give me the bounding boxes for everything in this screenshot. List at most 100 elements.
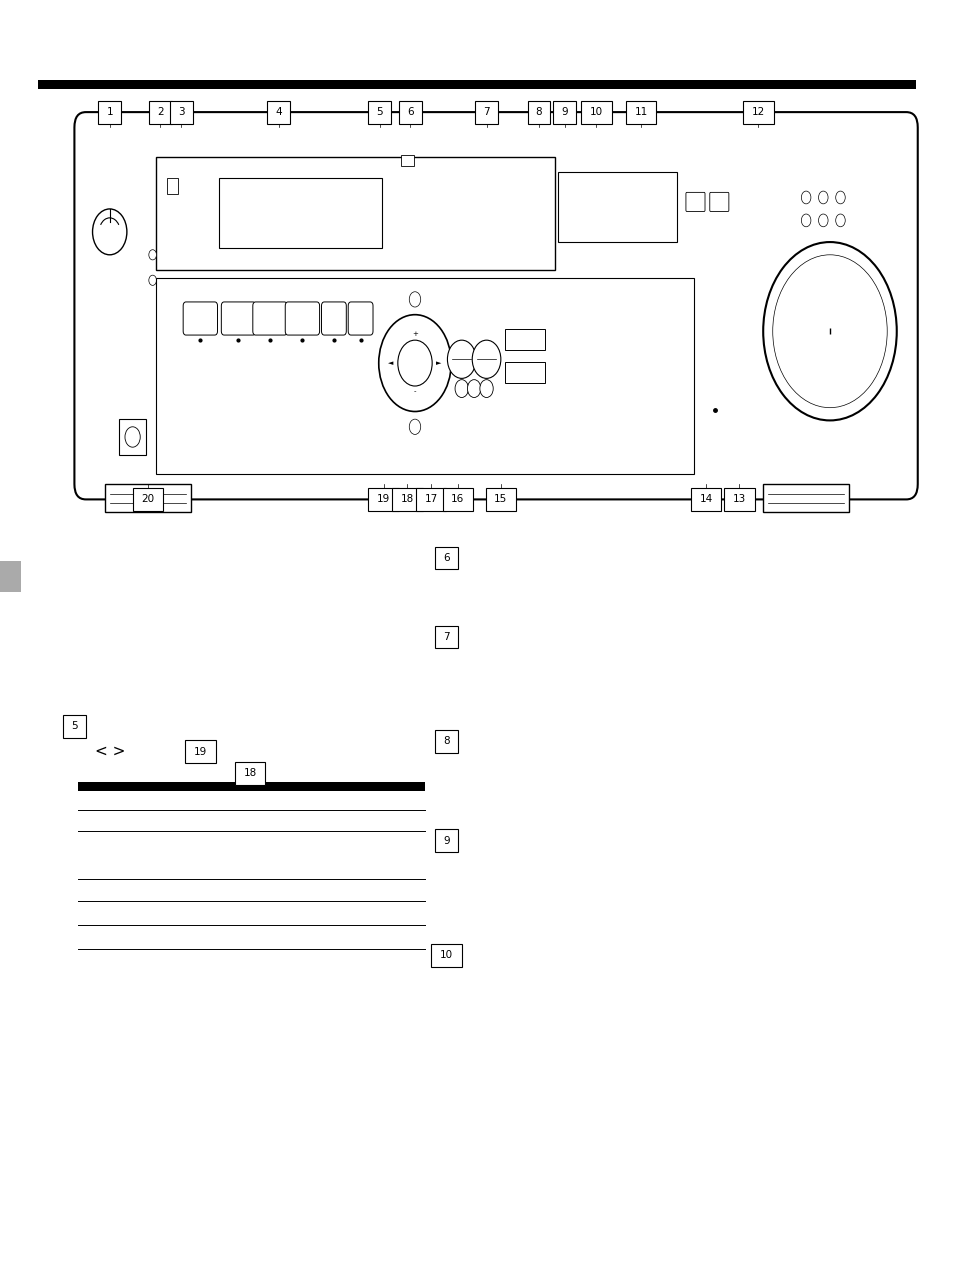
Circle shape <box>455 380 468 397</box>
Circle shape <box>835 191 844 204</box>
Text: 3: 3 <box>178 107 184 117</box>
Bar <box>38 80 915 89</box>
Text: 9: 9 <box>561 107 567 117</box>
Circle shape <box>149 250 156 260</box>
Text: 6: 6 <box>407 107 413 117</box>
FancyBboxPatch shape <box>435 547 457 569</box>
Text: 18: 18 <box>400 494 414 505</box>
Text: 5: 5 <box>376 107 382 117</box>
FancyBboxPatch shape <box>435 626 457 648</box>
FancyBboxPatch shape <box>267 101 290 124</box>
FancyBboxPatch shape <box>723 488 754 511</box>
Text: ►: ► <box>436 361 441 366</box>
FancyBboxPatch shape <box>485 488 516 511</box>
Circle shape <box>409 419 420 434</box>
FancyBboxPatch shape <box>285 302 319 335</box>
Circle shape <box>92 209 127 255</box>
Circle shape <box>472 340 500 378</box>
Text: 20: 20 <box>141 494 154 505</box>
FancyBboxPatch shape <box>709 192 728 211</box>
FancyBboxPatch shape <box>504 329 544 350</box>
Bar <box>400 155 414 166</box>
Bar <box>219 178 381 248</box>
FancyBboxPatch shape <box>321 302 346 335</box>
FancyBboxPatch shape <box>690 488 720 511</box>
FancyBboxPatch shape <box>183 302 217 335</box>
Bar <box>119 419 146 455</box>
Bar <box>105 484 191 512</box>
FancyBboxPatch shape <box>63 715 86 738</box>
Text: 15: 15 <box>494 494 507 505</box>
FancyBboxPatch shape <box>132 488 163 511</box>
Bar <box>167 178 178 194</box>
Circle shape <box>467 380 480 397</box>
FancyBboxPatch shape <box>74 112 917 499</box>
Circle shape <box>378 315 451 412</box>
Circle shape <box>409 292 420 307</box>
Text: 19: 19 <box>376 494 390 505</box>
FancyBboxPatch shape <box>442 488 473 511</box>
FancyBboxPatch shape <box>392 488 422 511</box>
Text: 7: 7 <box>443 632 449 642</box>
Circle shape <box>835 214 844 227</box>
Circle shape <box>801 214 810 227</box>
Text: ◄: ◄ <box>388 361 394 366</box>
Text: 14: 14 <box>699 494 712 505</box>
FancyBboxPatch shape <box>553 101 576 124</box>
FancyBboxPatch shape <box>504 362 544 383</box>
FancyBboxPatch shape <box>435 829 457 852</box>
FancyBboxPatch shape <box>170 101 193 124</box>
FancyBboxPatch shape <box>185 740 215 763</box>
FancyBboxPatch shape <box>398 101 421 124</box>
Text: -: - <box>414 389 416 394</box>
FancyBboxPatch shape <box>348 302 373 335</box>
FancyBboxPatch shape <box>527 101 550 124</box>
Text: 12: 12 <box>751 107 764 117</box>
FancyBboxPatch shape <box>431 944 461 967</box>
Circle shape <box>479 380 493 397</box>
Circle shape <box>772 255 886 408</box>
FancyBboxPatch shape <box>368 488 398 511</box>
FancyBboxPatch shape <box>435 730 457 753</box>
Text: 5: 5 <box>71 721 77 731</box>
Circle shape <box>762 242 896 420</box>
FancyBboxPatch shape <box>580 101 611 124</box>
Text: 7: 7 <box>483 107 489 117</box>
Text: < >: < > <box>95 744 126 759</box>
Bar <box>762 484 848 512</box>
FancyBboxPatch shape <box>149 101 172 124</box>
FancyBboxPatch shape <box>234 762 265 785</box>
Text: 17: 17 <box>424 494 437 505</box>
Text: 13: 13 <box>732 494 745 505</box>
FancyBboxPatch shape <box>221 302 255 335</box>
Bar <box>78 782 424 791</box>
Text: 8: 8 <box>443 736 449 747</box>
Circle shape <box>818 214 827 227</box>
Text: 8: 8 <box>536 107 541 117</box>
Bar <box>0 561 21 592</box>
Text: 9: 9 <box>443 836 449 846</box>
Text: +: + <box>412 331 417 336</box>
Text: 10: 10 <box>439 950 453 961</box>
FancyBboxPatch shape <box>416 488 446 511</box>
Text: 1: 1 <box>107 107 112 117</box>
FancyBboxPatch shape <box>475 101 497 124</box>
Circle shape <box>818 191 827 204</box>
Bar <box>558 172 677 242</box>
Text: 16: 16 <box>451 494 464 505</box>
FancyBboxPatch shape <box>742 101 773 124</box>
FancyBboxPatch shape <box>155 278 693 474</box>
Text: 6: 6 <box>443 553 449 563</box>
Circle shape <box>397 340 432 386</box>
FancyBboxPatch shape <box>98 101 121 124</box>
Text: 4: 4 <box>275 107 281 117</box>
Circle shape <box>125 427 140 447</box>
Text: 19: 19 <box>193 747 207 757</box>
Circle shape <box>447 340 476 378</box>
Text: 18: 18 <box>243 768 256 778</box>
FancyBboxPatch shape <box>253 302 287 335</box>
Text: 10: 10 <box>589 107 602 117</box>
Text: 11: 11 <box>634 107 647 117</box>
FancyBboxPatch shape <box>625 101 656 124</box>
FancyBboxPatch shape <box>685 192 704 211</box>
